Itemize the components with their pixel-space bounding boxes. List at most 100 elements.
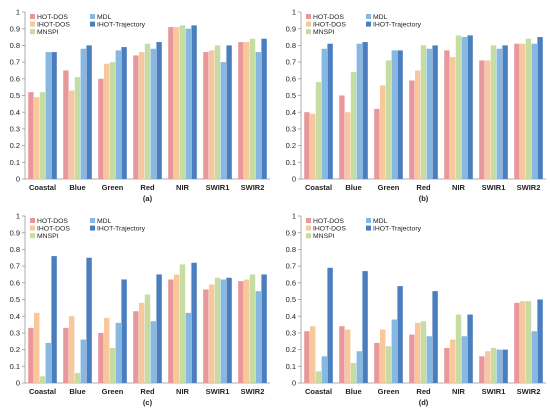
legend-swatch xyxy=(306,218,311,223)
bar xyxy=(156,274,162,383)
bar xyxy=(104,317,110,383)
bar xyxy=(385,60,392,179)
y-tick-label: 0.7 xyxy=(10,262,20,271)
bar xyxy=(69,316,75,383)
y-tick-label: 0 xyxy=(16,175,20,184)
bar xyxy=(502,45,508,180)
bar xyxy=(244,42,250,180)
chart-panel: 0 0.1 0.2 0.3 0.4 0.5 0.6 0.7 0.8 0.9 1 Coastal Blue… xyxy=(286,212,546,407)
legend-label: MDL xyxy=(373,14,388,21)
y-tick-label: 0.7 xyxy=(286,262,296,271)
x-tick-label: SWIR2 xyxy=(241,387,265,396)
bar xyxy=(191,262,197,383)
bar xyxy=(450,339,456,383)
bar xyxy=(374,108,380,179)
y-tick-label: 0.8 xyxy=(286,41,296,50)
x-tick-label: SWIR1 xyxy=(206,183,230,192)
y-tick-label: 0.7 xyxy=(286,58,296,67)
x-tick-label: Blue xyxy=(345,387,361,396)
legend-label: HOT-DOS xyxy=(313,14,344,21)
legend-label: MDL xyxy=(97,218,112,225)
panel-caption: (a) xyxy=(143,194,153,203)
bar xyxy=(144,294,151,383)
panel-caption: (b) xyxy=(419,194,429,203)
legend-swatch xyxy=(30,21,35,27)
bar xyxy=(249,38,256,179)
x-tick-label: Blue xyxy=(69,387,85,396)
bar xyxy=(255,52,261,179)
bar xyxy=(350,72,357,179)
x-tick-label: Green xyxy=(102,183,124,192)
legend-label: MNSPI xyxy=(37,29,59,36)
x-tick-label: NIR xyxy=(452,183,466,192)
bar xyxy=(339,326,345,383)
legend-swatch xyxy=(90,21,95,27)
x-tick-label: NIR xyxy=(176,387,190,396)
legend-label: IHOT-DOS xyxy=(37,225,70,232)
bar xyxy=(28,327,34,383)
bar xyxy=(139,302,145,383)
y-tick-label: 0.3 xyxy=(286,125,296,134)
bar xyxy=(397,50,403,179)
y-tick-label: 0.3 xyxy=(286,329,296,338)
bar xyxy=(109,62,116,179)
bar xyxy=(255,291,261,383)
y-tick-label: 0.2 xyxy=(10,141,20,150)
legend-label: HOT-DOS xyxy=(37,14,68,21)
bar xyxy=(420,321,427,383)
legend-label: IHOT-DOS xyxy=(313,225,346,232)
x-tick-label: Blue xyxy=(345,183,361,192)
y-tick-label: 0 xyxy=(292,175,296,184)
bar xyxy=(185,28,191,180)
bar xyxy=(374,342,380,383)
panel-caption: (d) xyxy=(419,398,429,407)
x-tick-label: Blue xyxy=(69,183,85,192)
x-tick-label: Green xyxy=(102,387,124,396)
legend-swatch xyxy=(366,21,371,27)
y-tick-label: 0.4 xyxy=(10,108,20,117)
bar xyxy=(86,45,92,180)
bar xyxy=(133,55,139,179)
bar xyxy=(485,351,491,383)
bar xyxy=(362,271,368,383)
bar xyxy=(74,372,81,383)
bar xyxy=(191,25,197,179)
bar xyxy=(174,27,180,180)
x-tick-label: SWIR2 xyxy=(517,183,541,192)
bar xyxy=(34,312,40,383)
bar xyxy=(444,347,450,383)
legend-label: IHOT-Trajectory xyxy=(373,225,422,232)
y-tick-label: 0.6 xyxy=(286,74,296,83)
x-tick-label: Coastal xyxy=(29,183,56,192)
bar xyxy=(467,314,473,383)
y-tick-label: 0.7 xyxy=(10,58,20,67)
bar xyxy=(525,38,532,179)
bar xyxy=(179,25,186,179)
chart-panel: 0 0.1 0.2 0.3 0.4 0.5 0.6 0.7 0.8 0.9 1 Coastal Blue… xyxy=(286,8,546,203)
x-tick-label: SWIR2 xyxy=(517,387,541,396)
legend-label: IHOT-Trajectory xyxy=(373,21,422,28)
bar xyxy=(356,43,362,180)
legend-swatch xyxy=(30,218,35,223)
bar xyxy=(249,274,256,383)
bar xyxy=(304,331,310,383)
bar xyxy=(380,329,386,383)
bar xyxy=(80,48,86,179)
legend-swatch xyxy=(90,225,95,231)
bar xyxy=(380,85,386,179)
bar xyxy=(45,342,51,383)
bar xyxy=(537,299,543,383)
bar xyxy=(133,311,139,383)
y-tick-label: 0 xyxy=(292,379,296,388)
bar xyxy=(179,264,186,383)
bar xyxy=(310,113,316,179)
x-tick-label: SWIR2 xyxy=(241,183,265,192)
x-tick-label: SWIR1 xyxy=(482,183,506,192)
bar xyxy=(502,349,508,383)
bar xyxy=(409,80,415,179)
y-tick-label: 0 xyxy=(16,379,20,388)
bar xyxy=(304,112,310,179)
y-tick-label: 0.5 xyxy=(286,295,296,304)
bar xyxy=(220,279,226,383)
y-tick-label: 0.9 xyxy=(286,24,296,33)
